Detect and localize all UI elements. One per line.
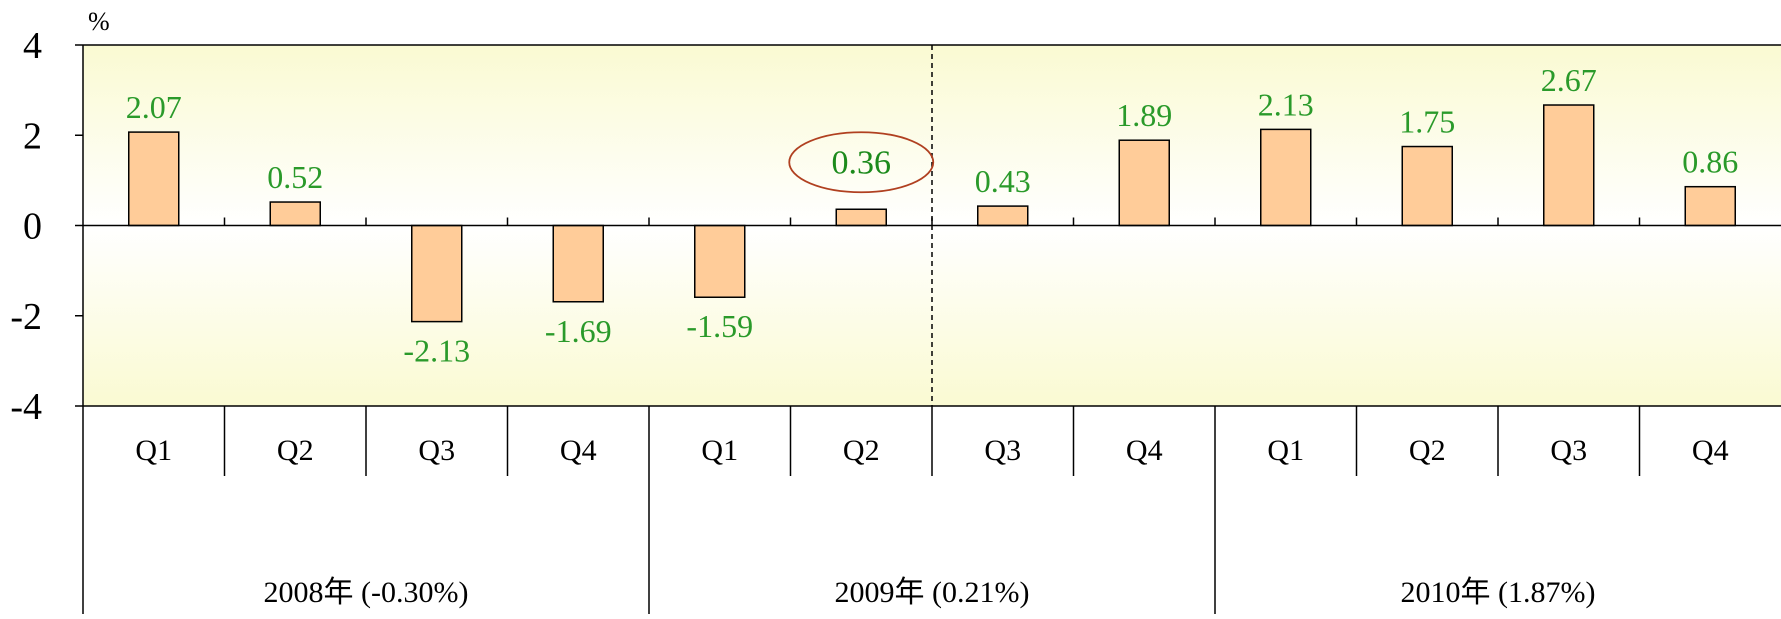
value-label: 0.52	[267, 159, 323, 195]
value-label: 1.75	[1399, 104, 1455, 140]
value-label: 2.07	[126, 89, 182, 125]
y-tick-label: 4	[23, 25, 42, 67]
axes-layer	[75, 44, 1781, 614]
y-tick-label: -2	[10, 296, 42, 338]
category-label: Q4	[1692, 434, 1729, 467]
bar	[835, 208, 887, 227]
value-label: 0.86	[1682, 144, 1738, 180]
value-label: 2.13	[1258, 86, 1314, 122]
group-label: 2010年 (1.87%)	[1401, 576, 1596, 609]
value-label: -1.69	[545, 313, 612, 349]
value-label: -1.59	[686, 308, 753, 344]
value-label: -2.13	[403, 333, 470, 369]
bar	[552, 224, 604, 303]
category-label: Q1	[701, 434, 738, 467]
highlight-ellipse	[788, 131, 935, 194]
group-label: 2009年 (0.21%)	[835, 576, 1030, 609]
bar	[1118, 139, 1170, 227]
value-label-highlighted: 0.36	[832, 144, 892, 181]
value-label: 0.43	[975, 163, 1031, 199]
category-label: Q3	[984, 434, 1021, 467]
y-tick-label: -4	[10, 386, 42, 428]
bar	[411, 224, 463, 323]
y-tick-label: 0	[23, 206, 42, 248]
bar	[694, 224, 746, 298]
labels-layer: 4 2 0 -2 -4 Q1 Q2 Q3 Q4 Q1 Q2 Q3 Q4 Q1 Q2 Q3 Q4 2008年 (-0…	[10, 25, 1738, 609]
bar	[1260, 128, 1312, 227]
value-label: 2.67	[1541, 62, 1597, 98]
y-unit-label: %	[88, 7, 110, 36]
bar	[977, 205, 1029, 227]
category-label: Q2	[1409, 434, 1446, 467]
bar	[1543, 104, 1595, 227]
bar	[128, 131, 180, 227]
y-tick-label: 2	[23, 115, 42, 157]
category-label: Q3	[1550, 434, 1587, 467]
bar	[1684, 185, 1736, 227]
bar	[1401, 145, 1453, 227]
value-label: 1.89	[1116, 97, 1172, 133]
category-label: Q2	[277, 434, 314, 467]
group-label: 2008年 (-0.30%)	[264, 576, 469, 609]
category-label: Q2	[843, 434, 880, 467]
category-label: Q1	[1267, 434, 1304, 467]
category-label: Q4	[1126, 434, 1163, 467]
category-label: Q3	[418, 434, 455, 467]
bar	[269, 201, 321, 227]
category-label: Q4	[560, 434, 597, 467]
category-label: Q1	[135, 434, 172, 467]
